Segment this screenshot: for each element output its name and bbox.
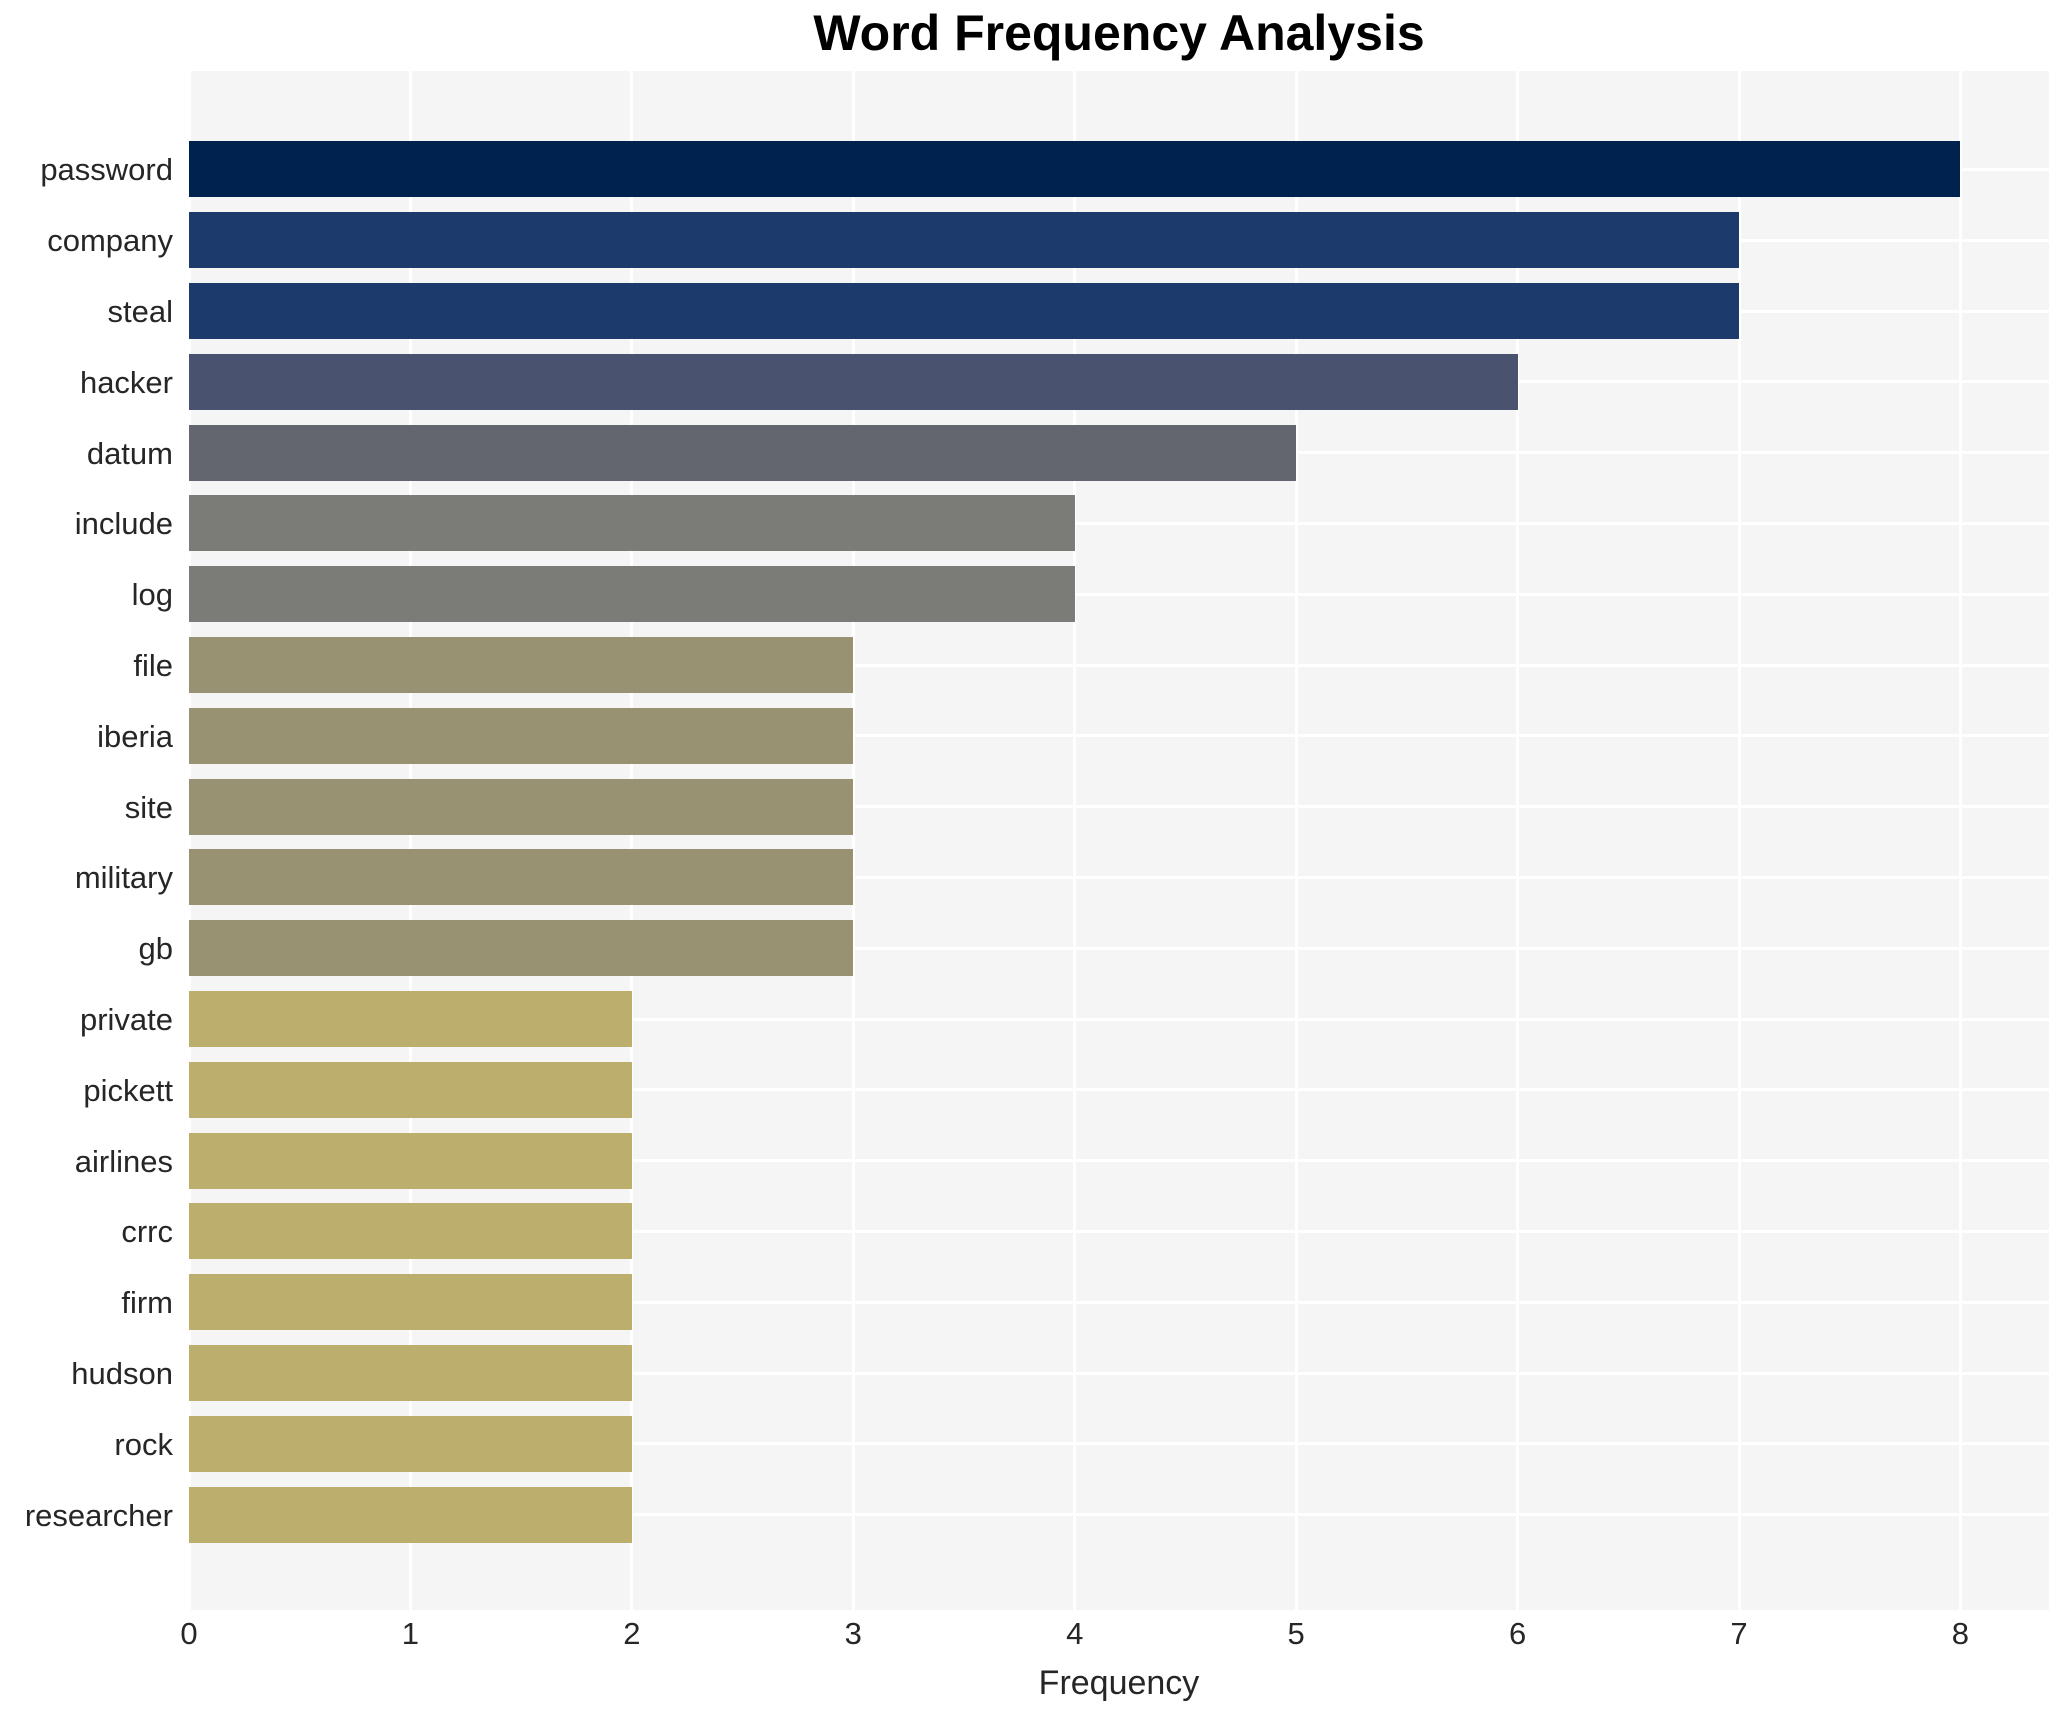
y-gridline-rock: [189, 1442, 2049, 1446]
y-tick-label-pickett: pickett: [83, 1072, 173, 1108]
x-tick-label-2: 2: [623, 1616, 641, 1651]
y-gridline-firm: [189, 1300, 2049, 1304]
bar-include: [189, 495, 1075, 552]
y-tick-label-log: log: [131, 577, 173, 613]
bar-gb: [189, 920, 854, 977]
bar-datum: [189, 424, 1297, 481]
y-tick-label-file: file: [133, 648, 173, 683]
bar-pickett: [189, 1061, 632, 1118]
x-gridline-8: [1958, 71, 1962, 1610]
x-tick-label-3: 3: [844, 1616, 862, 1651]
y-tick-label-firm: firm: [121, 1285, 173, 1321]
x-tick-label-6: 6: [1508, 1616, 1527, 1651]
y-tick-label-gb: gb: [138, 931, 173, 967]
x-gridline-3: [851, 71, 855, 1610]
x-gridline-4: [1073, 71, 1077, 1610]
bar-steal: [189, 283, 1739, 339]
y-gridline-hudson: [189, 1371, 2049, 1375]
bar-hudson: [189, 1345, 632, 1401]
y-gridline-log: [189, 592, 2049, 596]
y-tick-label-hudson: hudson: [71, 1356, 173, 1391]
x-tick-label-1: 1: [401, 1616, 420, 1651]
y-gridline-file: [189, 663, 2049, 667]
y-tick-label-researcher: researcher: [24, 1497, 173, 1533]
y-tick-label-military: military: [74, 860, 173, 896]
y-tick-label-password: password: [40, 152, 173, 188]
y-tick-label-company: company: [47, 223, 173, 259]
bar-researcher: [189, 1486, 632, 1543]
y-gridline-airlines: [189, 1159, 2049, 1163]
y-gridline-iberia: [189, 734, 2049, 738]
x-gridline-6: [1516, 71, 1520, 1610]
x-tick-label-8: 8: [1951, 1616, 1970, 1651]
chart-title: Word Frequency Analysis: [813, 5, 1425, 61]
y-gridline-crrc: [189, 1229, 2049, 1233]
bar-file: [189, 637, 854, 693]
x-gridline-0: [187, 71, 191, 1610]
y-tick-label-hacker: hacker: [79, 364, 173, 400]
y-tick-label-iberia: iberia: [97, 718, 173, 754]
x-gridline-7: [1737, 71, 1741, 1610]
y-tick-label-crrc: crrc: [121, 1214, 173, 1250]
y-gridline-include: [189, 521, 2049, 525]
bar-password: [189, 141, 1961, 198]
bar-log: [189, 566, 1075, 623]
y-gridline-gb: [189, 946, 2049, 950]
x-axis-title: Frequency: [1038, 1664, 1200, 1702]
bar-crrc: [189, 1203, 632, 1260]
y-tick-label-private: private: [79, 1002, 173, 1037]
bar-military: [189, 849, 854, 906]
bar-hacker: [189, 353, 1518, 410]
bar-airlines: [189, 1132, 632, 1189]
x-gridline-2: [630, 71, 634, 1610]
x-tick-label-5: 5: [1287, 1616, 1305, 1651]
bar-company: [189, 212, 1739, 269]
bar-site: [189, 778, 854, 835]
y-tick-label-include: include: [74, 506, 173, 542]
y-tick-label-airlines: airlines: [74, 1143, 173, 1179]
x-tick-label-0: 0: [180, 1616, 198, 1651]
y-tick-label-site: site: [124, 789, 173, 825]
y-gridline-private: [189, 1017, 2049, 1021]
bar-private: [189, 991, 632, 1047]
y-tick-label-datum: datum: [86, 435, 173, 471]
y-gridline-site: [189, 805, 2049, 809]
y-gridline-military: [189, 875, 2049, 879]
y-tick-label-steal: steal: [107, 294, 173, 329]
y-tick-label-rock: rock: [114, 1426, 173, 1462]
plot-area: [187, 71, 2049, 1610]
x-tick-label-7: 7: [1730, 1616, 1748, 1651]
bar-iberia: [189, 707, 854, 764]
x-tick-label-4: 4: [1066, 1616, 1084, 1651]
y-gridline-pickett: [189, 1088, 2049, 1092]
bar-rock: [189, 1415, 632, 1472]
x-gridline-5: [1294, 71, 1298, 1610]
bar-firm: [189, 1274, 632, 1331]
x-gridline-1: [408, 71, 412, 1610]
y-gridline-researcher: [189, 1513, 2049, 1517]
